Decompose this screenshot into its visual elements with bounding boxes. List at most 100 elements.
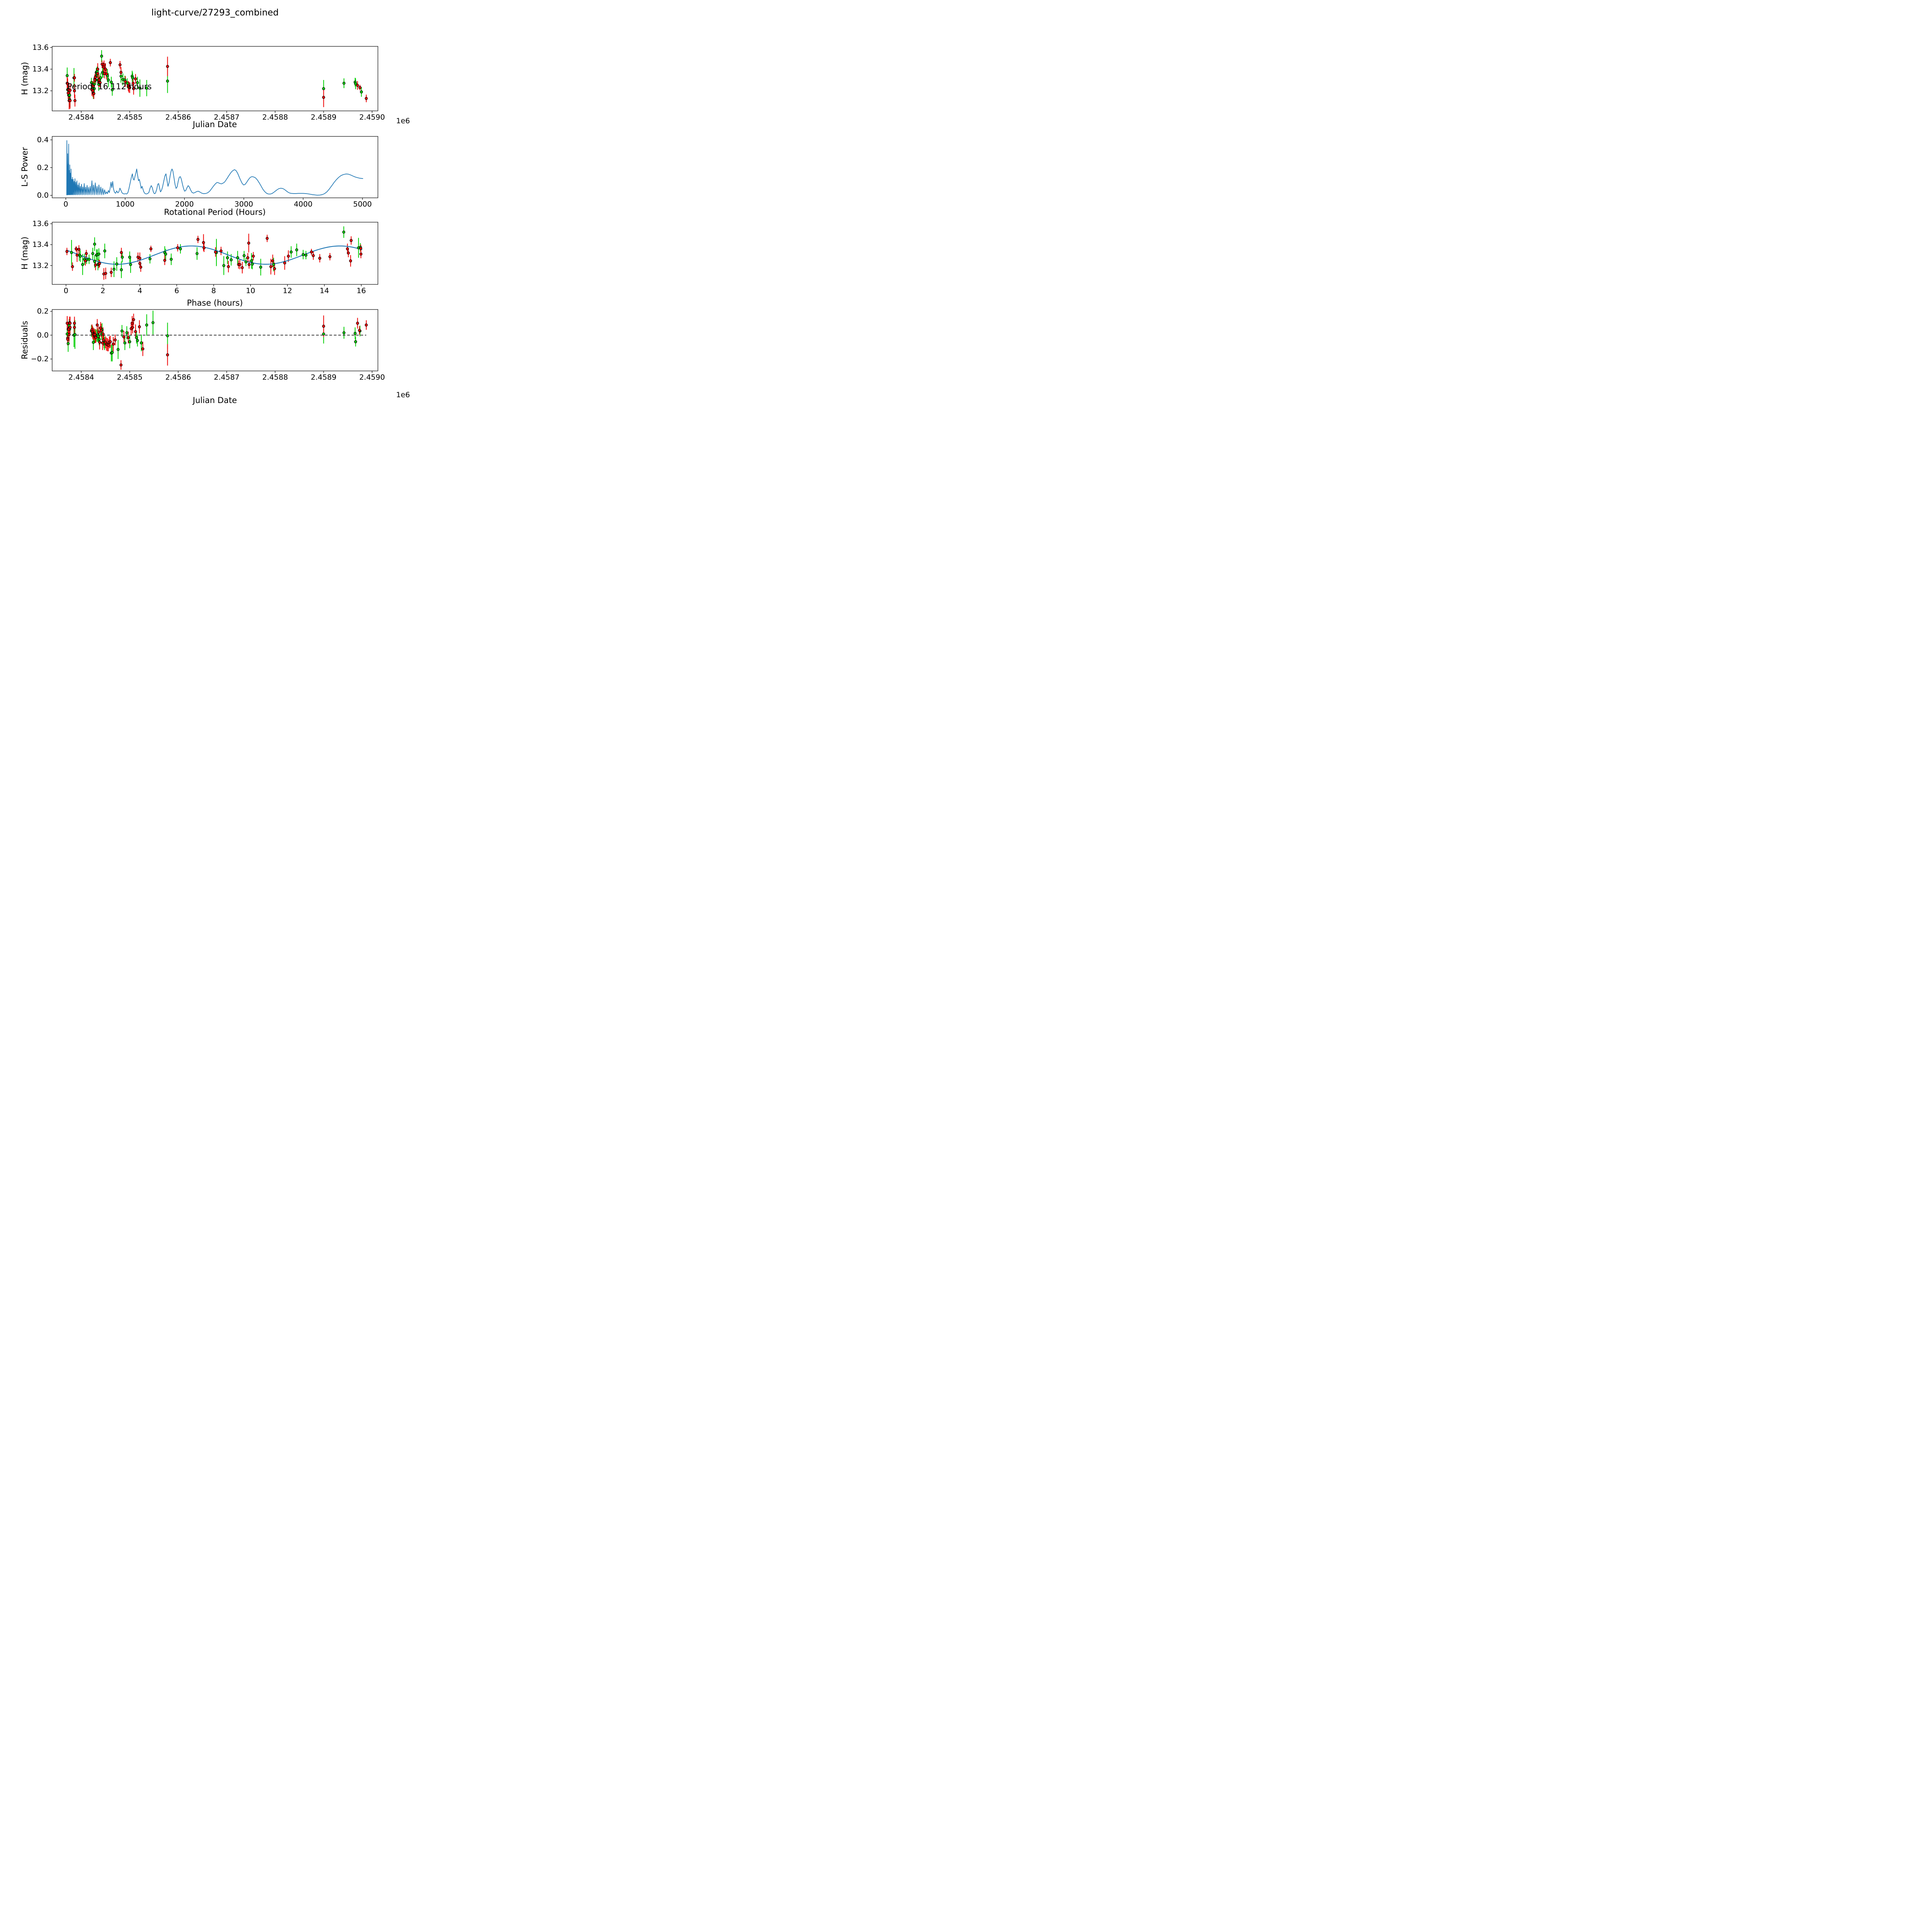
data-point-green <box>90 81 93 84</box>
data-point-green <box>272 263 275 266</box>
data-point-red <box>68 99 72 102</box>
data-point-red <box>68 326 72 329</box>
data-point-red <box>141 347 145 350</box>
panel-phased-lightcurve: 0 2 4 6 8 10 12 14 16 13.2 13.4 13.6 <box>32 219 378 295</box>
y-tick-label: 0.2 <box>37 163 49 172</box>
data-point-green <box>304 253 308 257</box>
data-point-green <box>354 82 357 85</box>
data-point-red <box>138 262 141 265</box>
data-point-red <box>122 335 126 338</box>
data-point-red <box>346 247 349 250</box>
data-point-green <box>123 341 127 345</box>
data-point-red <box>132 318 135 321</box>
data-point-red <box>359 247 362 250</box>
data-point-green <box>322 87 325 90</box>
data-point-green <box>128 255 131 259</box>
x-tick-label: 1000 <box>116 200 134 209</box>
data-point-green <box>151 321 155 324</box>
panel-periodogram: 0 1000 2000 3000 4000 5000 0.0 0.2 0.4 <box>37 136 378 209</box>
data-point-red <box>120 251 123 254</box>
data-point-green <box>196 252 199 255</box>
data-point-red <box>73 99 77 102</box>
data-point-red <box>75 247 78 250</box>
data-point-red <box>265 237 269 240</box>
x-tick-label: 16 <box>357 287 366 295</box>
y-tick-label: 13.6 <box>32 219 49 228</box>
periodogram-curve <box>66 140 363 196</box>
data-point-green <box>68 94 71 97</box>
data-point-red <box>99 329 103 332</box>
axes-spines <box>52 46 378 111</box>
data-point-green <box>322 332 325 336</box>
data-point-green <box>126 82 129 85</box>
data-point-red <box>101 332 105 336</box>
x-tick-label: 2.4589 <box>311 373 336 382</box>
data-point-red <box>105 72 108 76</box>
x-tick-label: 2.4588 <box>262 373 288 382</box>
data-point-green <box>295 248 298 252</box>
data-point-red <box>73 89 76 92</box>
data-point-green <box>342 331 346 335</box>
x-tick-label: 10 <box>246 287 255 295</box>
data-point-red <box>283 261 286 265</box>
axis-label-rotational-period: Rotational Period (Hours) <box>164 207 266 217</box>
x-tick-label: 2000 <box>175 200 194 209</box>
data-point-green <box>342 82 346 85</box>
data-point-red <box>365 323 368 327</box>
data-point-red <box>101 341 104 345</box>
data-point-green <box>73 333 77 336</box>
data-point-red <box>127 336 130 339</box>
data-point-red <box>138 257 141 260</box>
data-point-green <box>120 268 123 271</box>
axis-label-h-mag-phase: H (mag) <box>20 236 29 270</box>
data-point-green <box>121 255 124 259</box>
data-point-green <box>170 258 173 261</box>
data-point-red <box>247 263 251 266</box>
x-tick-label: 2.4587 <box>214 373 239 382</box>
data-point-green <box>354 332 357 335</box>
data-point-green <box>226 256 229 259</box>
data-point-red <box>311 254 315 257</box>
data-point-red <box>94 336 97 339</box>
data-point-red <box>68 333 71 336</box>
data-point-red <box>131 82 135 85</box>
data-point-green <box>128 340 131 344</box>
data-point-red <box>99 81 102 84</box>
data-point-green <box>97 338 101 341</box>
data-point-red <box>196 238 200 241</box>
data-point-green <box>119 75 122 78</box>
y-tick-label: 0.2 <box>37 307 49 316</box>
data-point-red <box>104 68 107 71</box>
data-point-green <box>289 250 293 253</box>
data-point-red <box>85 252 88 255</box>
data-point-red <box>273 267 276 270</box>
data-point-green <box>111 88 114 92</box>
data-point-red <box>99 327 102 330</box>
x-tick-label: 8 <box>211 287 216 295</box>
data-point-red <box>246 256 250 259</box>
data-point-red <box>91 89 95 92</box>
data-point-green <box>360 90 363 94</box>
data-point-red <box>358 329 361 332</box>
data-point-green <box>179 247 182 250</box>
x-tick-label: 2.4589 <box>311 113 336 122</box>
data-point-red <box>92 92 95 95</box>
data-point-red <box>93 78 97 82</box>
data-point-red <box>66 82 69 85</box>
data-point-green <box>112 267 116 271</box>
x-tick-label: 0 <box>63 200 68 209</box>
x-tick-label: 2.4586 <box>165 113 191 122</box>
data-point-red <box>71 265 74 268</box>
data-point-red <box>322 325 325 328</box>
data-point-red <box>252 255 255 258</box>
data-point-red <box>73 76 76 80</box>
data-point-green <box>125 331 129 335</box>
data-point-red <box>131 326 134 329</box>
data-point-green <box>342 230 345 234</box>
data-point-green <box>136 339 139 342</box>
data-point-red <box>356 321 359 325</box>
data-point-green <box>244 260 248 264</box>
data-point-red <box>238 263 242 266</box>
y-tick-label: 0.4 <box>37 136 49 144</box>
data-point-green <box>92 341 95 344</box>
